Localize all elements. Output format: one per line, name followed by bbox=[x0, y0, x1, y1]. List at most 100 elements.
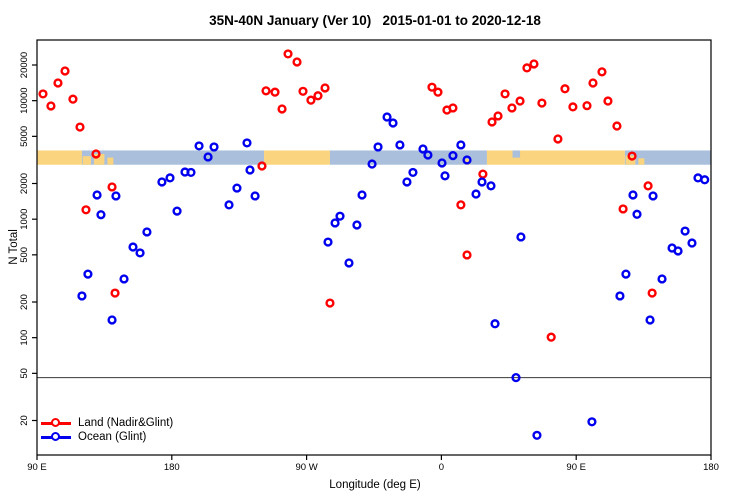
data-point bbox=[283, 49, 293, 59]
legend-label: Ocean (Glint) bbox=[78, 431, 147, 443]
data-point bbox=[250, 191, 260, 201]
data-point bbox=[53, 78, 63, 88]
data-point bbox=[209, 142, 219, 152]
data-point bbox=[382, 112, 392, 122]
data-point bbox=[657, 274, 667, 284]
surface-band-patch bbox=[512, 150, 521, 158]
y-tick-label: 2000 bbox=[19, 173, 30, 194]
data-point bbox=[408, 167, 418, 178]
data-point bbox=[111, 191, 121, 201]
data-point bbox=[515, 96, 525, 106]
data-point bbox=[75, 122, 85, 132]
data-point bbox=[423, 150, 433, 160]
data-point bbox=[277, 104, 287, 114]
data-point bbox=[448, 103, 458, 113]
data-point bbox=[582, 101, 592, 111]
data-point bbox=[615, 291, 625, 301]
legend: Land (Nadir&Glint) Ocean (Glint) bbox=[41, 416, 173, 444]
data-point bbox=[245, 165, 255, 175]
data-point bbox=[478, 169, 488, 179]
data-point bbox=[462, 155, 472, 165]
surface-band-segment bbox=[81, 150, 265, 165]
data-point bbox=[511, 373, 521, 383]
data-point bbox=[486, 181, 496, 191]
y-tick-label: 1000 bbox=[19, 209, 30, 230]
data-point bbox=[344, 258, 354, 268]
x-tick-label: 0 bbox=[439, 462, 444, 473]
data-point bbox=[628, 190, 638, 200]
data-point bbox=[440, 171, 450, 181]
data-point bbox=[110, 288, 120, 298]
legend-item-ocean: Ocean (Glint) bbox=[41, 430, 173, 444]
data-point bbox=[194, 141, 204, 151]
data-point bbox=[612, 121, 622, 131]
data-point bbox=[77, 291, 87, 301]
data-point bbox=[388, 118, 398, 128]
data-point bbox=[402, 177, 412, 187]
data-point bbox=[320, 83, 330, 93]
data-point bbox=[456, 200, 466, 210]
data-point bbox=[643, 181, 653, 191]
data-point bbox=[462, 250, 472, 260]
y-tick-label: 20 bbox=[19, 415, 30, 426]
data-point bbox=[395, 140, 405, 150]
data-point bbox=[224, 200, 234, 210]
data-point bbox=[553, 134, 563, 144]
data-point bbox=[96, 210, 106, 220]
surface-band-segment bbox=[264, 150, 330, 165]
data-point bbox=[367, 159, 377, 169]
data-point bbox=[537, 98, 547, 108]
data-point bbox=[587, 417, 597, 427]
data-point bbox=[242, 138, 252, 148]
legend-glyph-icon bbox=[41, 432, 71, 443]
data-point bbox=[298, 86, 308, 96]
data-point bbox=[597, 67, 607, 77]
data-point bbox=[680, 226, 690, 236]
data-point bbox=[456, 140, 466, 150]
x-tick-label: 90 E bbox=[27, 462, 47, 473]
data-point bbox=[673, 246, 683, 256]
data-point bbox=[128, 242, 138, 252]
data-point bbox=[648, 191, 658, 201]
data-point bbox=[107, 315, 117, 325]
data-point bbox=[490, 319, 500, 329]
data-point bbox=[165, 173, 175, 183]
plot-border bbox=[36, 39, 712, 456]
data-point bbox=[313, 91, 323, 101]
data-point bbox=[92, 190, 102, 200]
data-point bbox=[352, 220, 362, 230]
data-point bbox=[621, 269, 631, 279]
y-tick-label: 5000 bbox=[19, 126, 30, 147]
data-point bbox=[323, 237, 333, 247]
data-point bbox=[500, 89, 510, 99]
data-point bbox=[471, 189, 481, 199]
legend-label: Land (Nadir&Glint) bbox=[78, 417, 174, 429]
data-point bbox=[142, 227, 152, 237]
data-point bbox=[493, 111, 503, 121]
data-point bbox=[507, 103, 517, 113]
data-point bbox=[81, 205, 91, 215]
data-point bbox=[357, 190, 367, 200]
surface-band-patch bbox=[93, 154, 105, 165]
y-tick-label: 10000 bbox=[19, 87, 30, 113]
data-point bbox=[487, 117, 497, 127]
data-point bbox=[325, 298, 335, 308]
data-point bbox=[135, 248, 145, 258]
surface-band-patch bbox=[82, 156, 91, 165]
data-point bbox=[568, 102, 578, 112]
data-point bbox=[522, 63, 532, 73]
data-point bbox=[532, 430, 542, 440]
data-point bbox=[418, 144, 428, 154]
data-point bbox=[448, 150, 458, 161]
data-point bbox=[172, 206, 182, 216]
legend-glyph-icon bbox=[41, 418, 71, 429]
surface-band-segment bbox=[37, 150, 82, 165]
data-point bbox=[292, 57, 302, 67]
x-axis-label: Longitude (deg E) bbox=[329, 479, 421, 491]
y-tick-label: 500 bbox=[19, 247, 30, 263]
data-point bbox=[107, 182, 117, 192]
data-point bbox=[46, 101, 56, 111]
x-tick-label: 180 bbox=[703, 462, 719, 473]
data-point bbox=[306, 95, 316, 105]
